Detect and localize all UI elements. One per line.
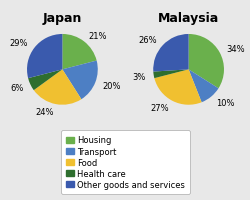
Title: Malaysia: Malaysia (157, 12, 218, 25)
Wedge shape (34, 70, 81, 105)
Legend: Housing, Transport, Food, Health care, Other goods and services: Housing, Transport, Food, Health care, O… (61, 131, 189, 194)
Text: 34%: 34% (226, 45, 244, 54)
Wedge shape (152, 35, 188, 72)
Wedge shape (188, 35, 223, 89)
Text: 29%: 29% (10, 39, 28, 48)
Wedge shape (28, 70, 62, 91)
Text: 27%: 27% (150, 104, 168, 113)
Text: 20%: 20% (102, 81, 120, 90)
Text: 26%: 26% (138, 36, 156, 45)
Text: 21%: 21% (88, 32, 107, 41)
Text: 6%: 6% (10, 84, 23, 93)
Text: 3%: 3% (132, 72, 145, 81)
Wedge shape (27, 35, 62, 79)
Wedge shape (62, 35, 96, 70)
Title: Japan: Japan (42, 12, 82, 25)
Wedge shape (153, 70, 188, 79)
Wedge shape (62, 61, 98, 100)
Text: 10%: 10% (215, 99, 234, 108)
Wedge shape (188, 70, 218, 103)
Text: 24%: 24% (36, 108, 54, 117)
Wedge shape (154, 70, 201, 105)
